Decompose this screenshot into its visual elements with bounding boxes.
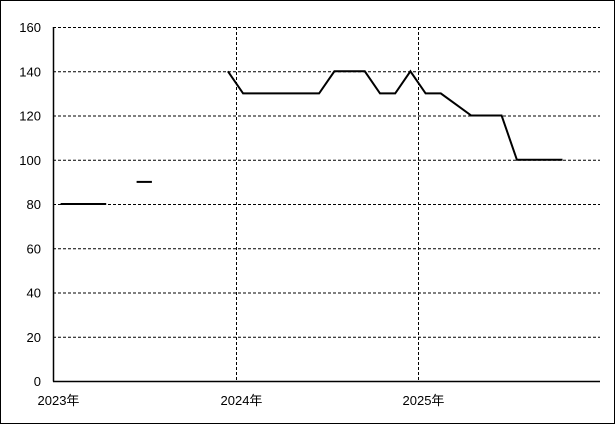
y-tick-label: 120 (19, 109, 41, 124)
y-tick-label: 80 (27, 197, 41, 212)
x-tick-label: 2024年 (221, 393, 263, 408)
y-tick-label: 140 (19, 64, 41, 79)
y-tick-label: 60 (27, 241, 41, 256)
y-tick-label: 40 (27, 286, 41, 301)
x-tick-label: 2025年 (403, 393, 445, 408)
series-line-segment (227, 69, 563, 161)
y-tick-label: 160 (19, 20, 41, 35)
x-tick-label: 2023年 (38, 393, 80, 408)
y-tick-label: 0 (34, 374, 41, 389)
y-tick-label: 100 (19, 153, 41, 168)
y-tick-label: 20 (27, 330, 41, 345)
